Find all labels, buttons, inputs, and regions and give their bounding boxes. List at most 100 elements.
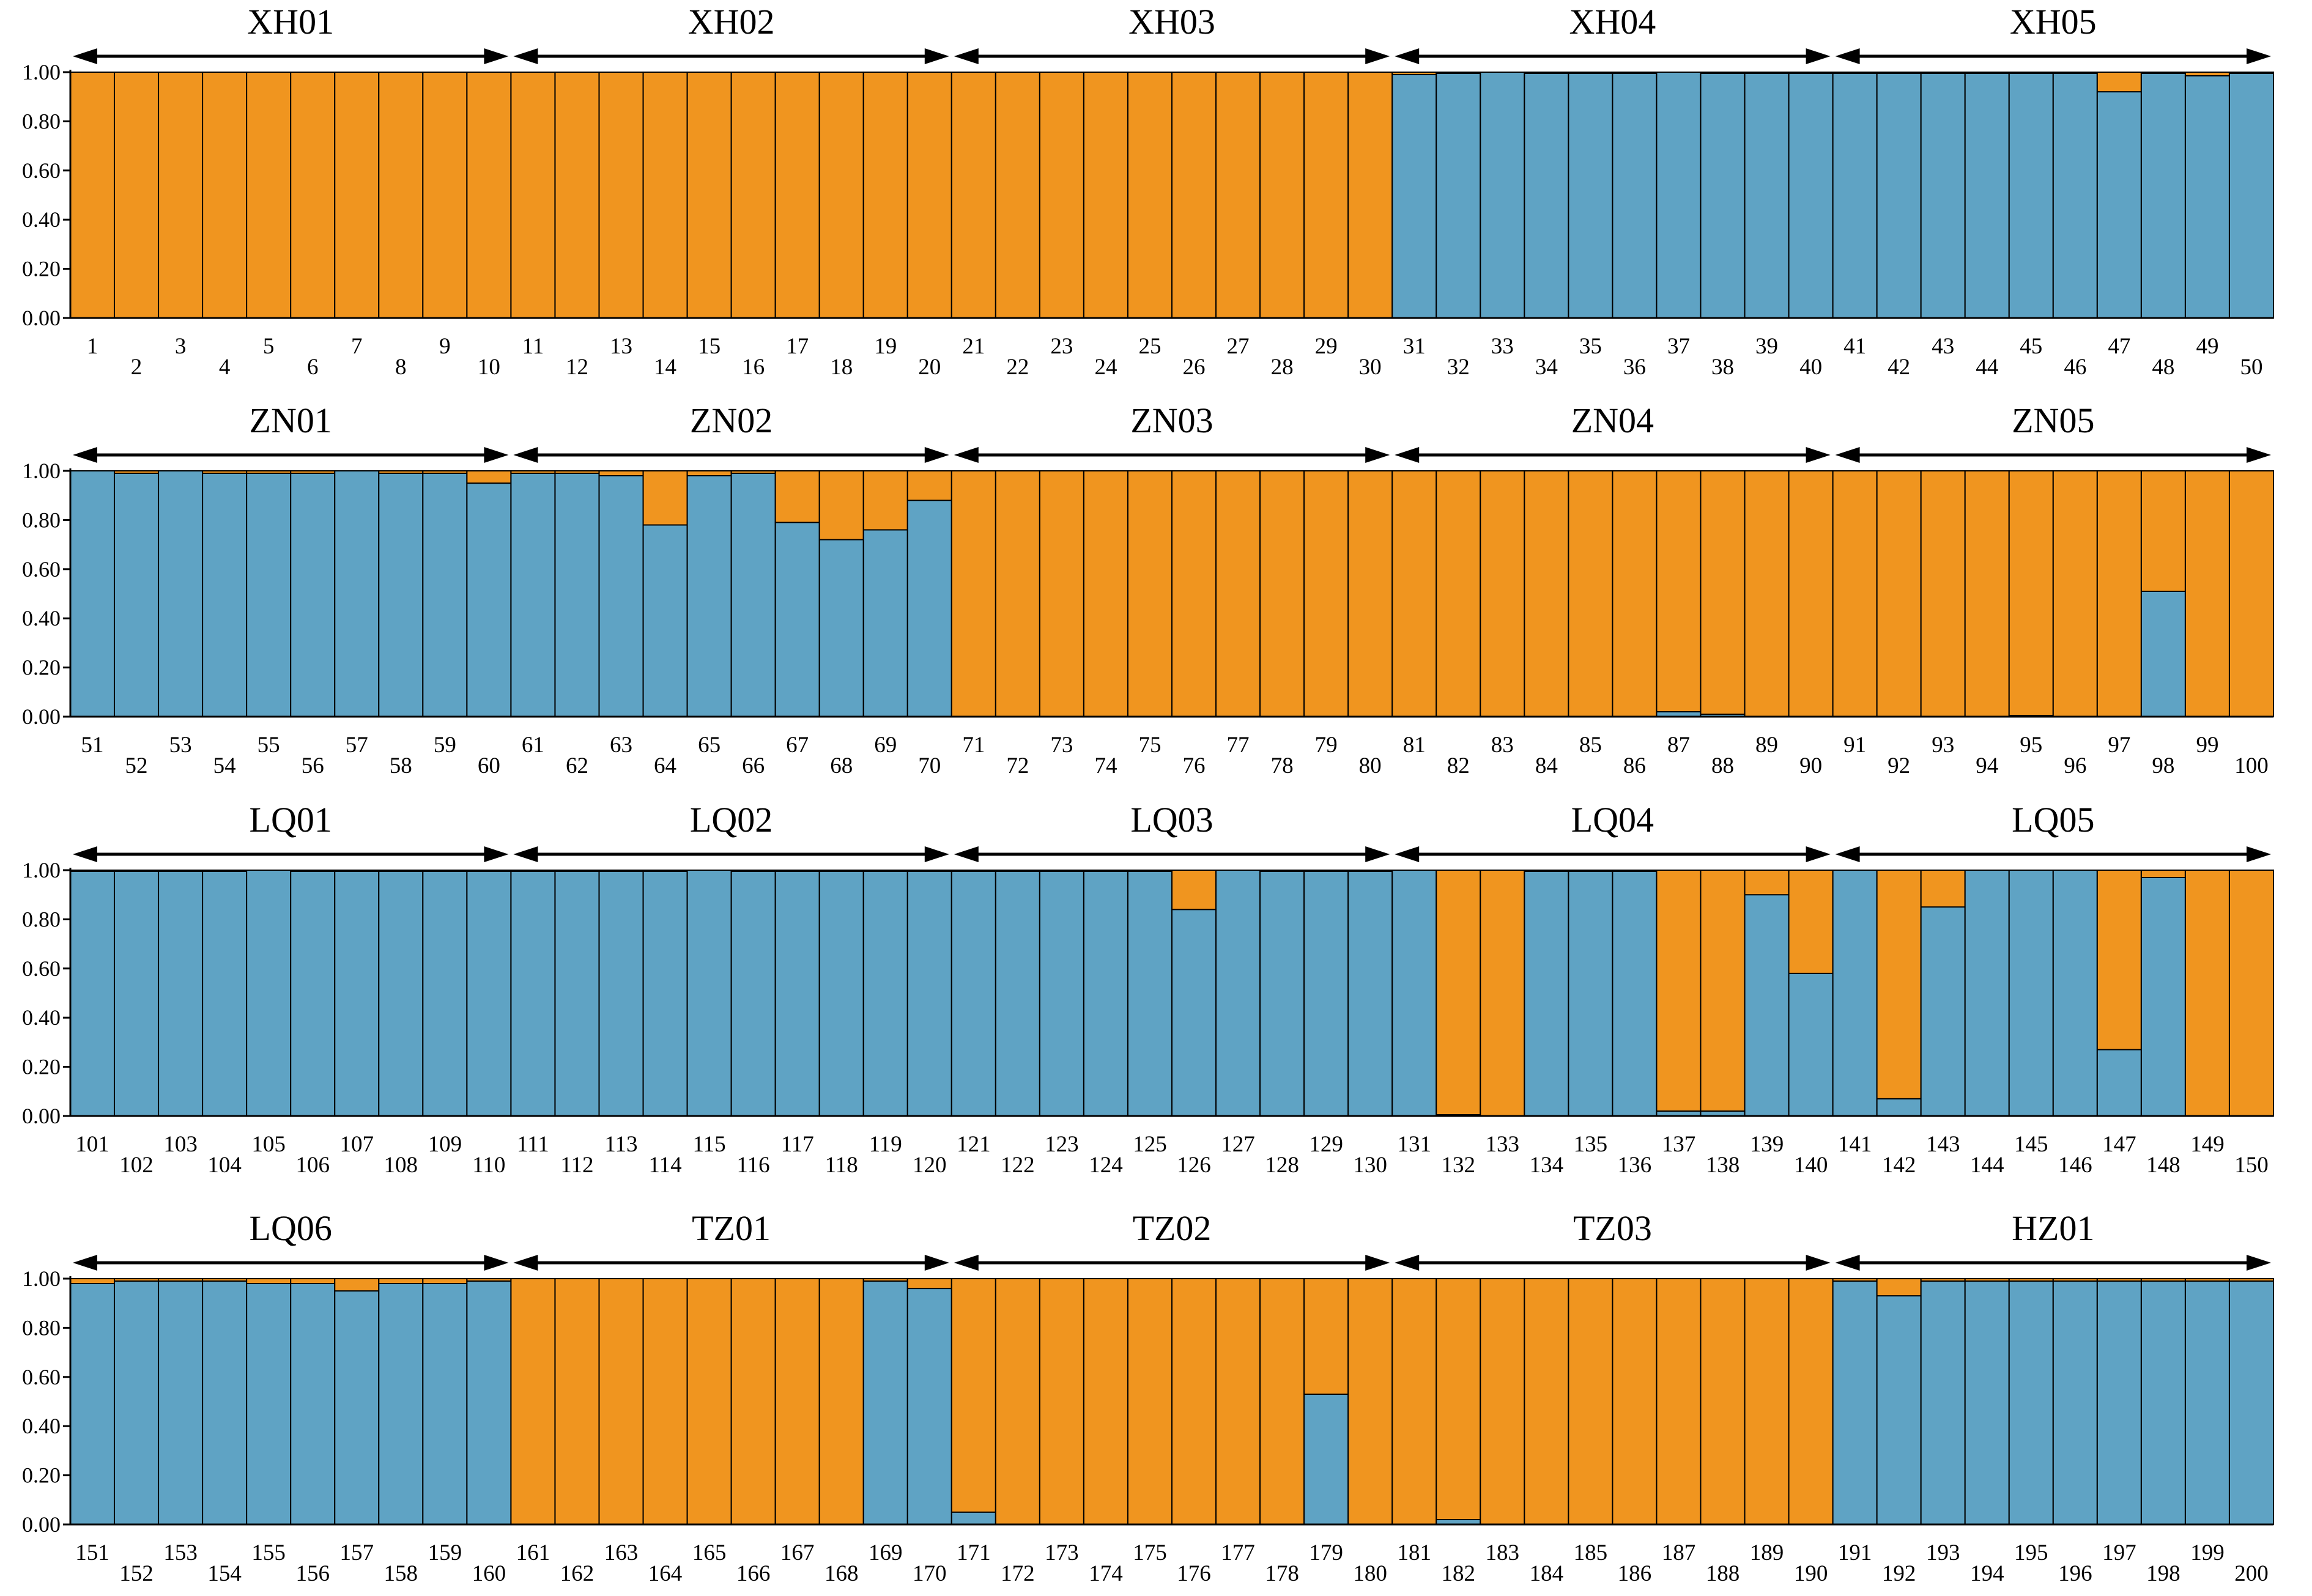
arrow-head-left <box>73 1255 97 1271</box>
bar-segment-orange <box>643 72 687 318</box>
sample-label: 60 <box>478 753 500 778</box>
bar-segment-orange <box>907 72 952 318</box>
sample-label: 145 <box>2014 1132 2048 1157</box>
sample-label: 115 <box>693 1132 726 1157</box>
sample-label: 153 <box>163 1540 198 1565</box>
sample-label: 142 <box>1882 1153 1916 1178</box>
bar-segment-orange <box>158 870 203 872</box>
sample-label: 38 <box>1711 355 1734 380</box>
bar-segment-orange <box>2141 870 2185 878</box>
population-label: LQ01 <box>250 800 332 840</box>
bar-segment-blue <box>1700 714 1745 717</box>
bar-segment-blue <box>1921 907 1965 1116</box>
population-label: XH01 <box>247 2 334 42</box>
bar-segment-blue <box>423 871 467 1116</box>
sample-label: 185 <box>1574 1540 1608 1565</box>
bar-segment-blue <box>555 871 599 1116</box>
bar-segment-orange <box>2009 1279 2053 1282</box>
bar-segment-orange <box>2185 1279 2229 1282</box>
bar-segment-orange <box>1480 870 1525 1116</box>
bar-segment-orange <box>2185 72 2229 76</box>
bar-segment-blue <box>775 522 820 717</box>
bar-segment-orange <box>995 72 1040 318</box>
sample-label: 59 <box>434 733 456 758</box>
bar-segment-blue <box>951 1512 996 1524</box>
y-tick-label: 0.20 <box>22 1463 61 1488</box>
sample-label: 113 <box>604 1132 637 1157</box>
bar-segment-blue <box>158 871 203 1116</box>
sample-label: 152 <box>119 1561 154 1586</box>
sample-label: 68 <box>830 753 853 778</box>
sample-label: 160 <box>472 1561 506 1586</box>
bar-segment-orange <box>1039 471 1084 717</box>
sample-label: 49 <box>2196 334 2218 359</box>
sample-label: 131 <box>1397 1132 1431 1157</box>
bar-segment-blue <box>70 871 115 1116</box>
bar-segment-orange <box>202 471 247 474</box>
bar-segment-blue <box>511 871 555 1116</box>
sample-label: 79 <box>1315 733 1338 758</box>
sample-label: 76 <box>1183 753 1206 778</box>
sample-label: 9 <box>439 334 451 359</box>
bar-segment-orange <box>1304 72 1349 318</box>
sample-label: 111 <box>517 1132 549 1157</box>
sample-label: 120 <box>913 1153 947 1178</box>
sample-label: 94 <box>1976 753 1998 778</box>
sample-label: 179 <box>1309 1540 1343 1565</box>
bar-segment-orange <box>1348 72 1393 318</box>
bar-segment-orange <box>379 471 423 474</box>
population-label: LQ03 <box>1130 800 1213 840</box>
bar-segment-blue <box>158 471 203 717</box>
sample-label: 155 <box>251 1540 286 1565</box>
sample-label: 73 <box>1050 733 1073 758</box>
sample-label: 26 <box>1183 355 1206 380</box>
sample-label: 13 <box>610 334 632 359</box>
sample-label: 144 <box>1970 1153 2004 1178</box>
sample-label: 16 <box>742 355 765 380</box>
sample-label: 114 <box>648 1153 681 1178</box>
bar-segment-orange <box>599 1279 643 1524</box>
sample-label: 129 <box>1309 1132 1343 1157</box>
bar-segment-blue <box>863 530 908 717</box>
sample-label: 57 <box>346 733 368 758</box>
arrow-head-left <box>954 846 979 862</box>
bar-segment-orange <box>1788 870 1833 973</box>
sample-label: 58 <box>390 753 412 778</box>
bar-segment-blue <box>379 871 423 1116</box>
sample-label: 46 <box>2064 355 2086 380</box>
sample-label: 33 <box>1491 334 1514 359</box>
sample-label: 48 <box>2152 355 2174 380</box>
bar-segment-orange <box>1304 870 1349 872</box>
sample-label: 53 <box>169 733 192 758</box>
sample-label: 187 <box>1662 1540 1696 1565</box>
arrow-head-left <box>1395 447 1420 463</box>
bar-segment-blue <box>246 870 291 1116</box>
bar-segment-blue <box>114 473 159 717</box>
sample-label: 166 <box>736 1561 771 1586</box>
sample-label: 192 <box>1882 1561 1916 1586</box>
sample-label: 88 <box>1711 753 1734 778</box>
arrow-head-left <box>954 48 979 64</box>
bar-segment-orange <box>1436 870 1481 1115</box>
bar-segment-orange <box>555 870 599 872</box>
bar-segment-blue <box>335 471 379 717</box>
sample-label: 19 <box>874 334 897 359</box>
bar-segment-orange <box>1965 471 2009 717</box>
bar-segment-orange <box>1260 471 1305 717</box>
bar-segment-orange <box>2053 72 2097 74</box>
sample-label: 10 <box>478 355 500 380</box>
sample-label: 195 <box>2014 1540 2048 1565</box>
bar-segment-orange <box>1921 471 1965 717</box>
bar-segment-orange <box>2097 1279 2141 1282</box>
bar-segment-blue <box>951 871 996 1116</box>
bar-segment-blue <box>379 473 423 717</box>
sample-label: 175 <box>1133 1540 1167 1565</box>
bar-segment-blue <box>2009 1281 2053 1524</box>
sample-label: 92 <box>1888 753 1910 778</box>
bar-segment-orange <box>1656 471 1701 712</box>
sample-label: 124 <box>1089 1153 1123 1178</box>
bar-segment-orange <box>1392 72 1437 75</box>
bar-segment-blue <box>1656 711 1701 717</box>
bar-segment-orange <box>1216 471 1261 717</box>
sample-label: 200 <box>2234 1561 2269 1586</box>
